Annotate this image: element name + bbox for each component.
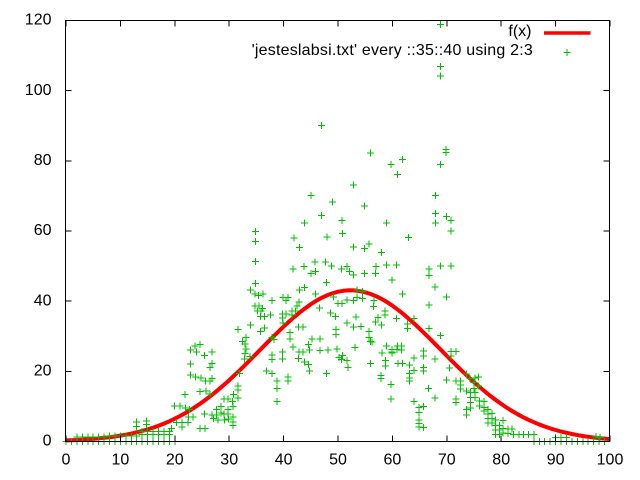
svg-text:70: 70	[438, 452, 456, 469]
svg-text:20: 20	[166, 452, 184, 469]
svg-text:60: 60	[34, 222, 52, 239]
svg-text:0: 0	[43, 433, 52, 450]
svg-text:20: 20	[34, 362, 52, 379]
svg-text:f(x): f(x)	[508, 23, 531, 40]
svg-text:100: 100	[597, 452, 624, 469]
svg-text:90: 90	[547, 452, 565, 469]
svg-text:0: 0	[62, 452, 71, 469]
svg-text:100: 100	[25, 82, 52, 99]
svg-text:'jesteslabsi.txt' every ::35::: 'jesteslabsi.txt' every ::35::40 using 2…	[252, 42, 533, 59]
svg-text:30: 30	[220, 452, 238, 469]
svg-text:80: 80	[34, 152, 52, 169]
svg-text:80: 80	[492, 452, 510, 469]
svg-text:40: 40	[275, 452, 293, 469]
svg-text:10: 10	[112, 452, 130, 469]
svg-text:60: 60	[384, 452, 402, 469]
svg-text:120: 120	[25, 12, 52, 29]
svg-text:50: 50	[329, 452, 347, 469]
svg-text:40: 40	[34, 292, 52, 309]
